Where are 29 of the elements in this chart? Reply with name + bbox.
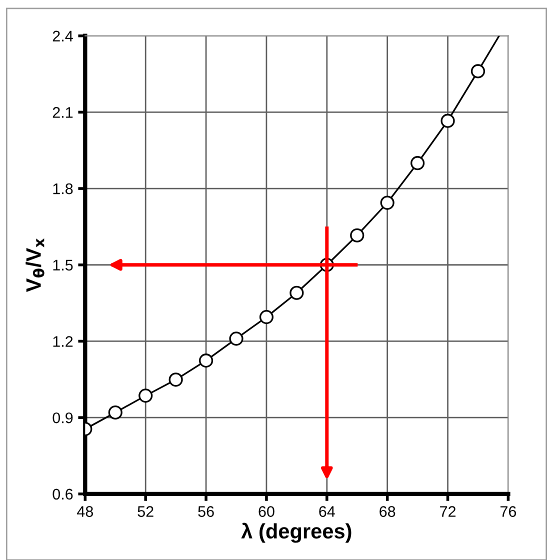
x-tick-label: 76 [500,506,516,517]
x-tick-label: 68 [380,506,396,517]
point [380,196,394,210]
point [138,388,153,403]
x-tick-label: 72 [440,506,456,517]
point [259,310,274,324]
point [350,228,364,242]
point [410,156,425,170]
point [168,372,183,387]
point [440,114,455,128]
x-tick-label: 48 [77,506,93,517]
point [229,332,244,346]
point [108,405,122,420]
x-axis-title: λ (degrees) [241,522,352,543]
point [470,64,486,78]
point [290,286,304,300]
x-tick-label: 56 [198,506,214,517]
x-tick-label: 52 [138,506,154,517]
y-tick-label: 0.9 [52,412,73,424]
y-tick-label: 0.6 [52,488,73,500]
y-tick-label: 2.4 [52,30,73,42]
x-tick-label: 60 [258,506,274,517]
y-tick-label: 1.2 [53,336,73,347]
y-axis-title: V$_{θ}$/V$_{x}$ [26,238,44,292]
y-tick-label: 1.5 [53,260,73,271]
point [198,354,214,368]
y-tick-label: 1.8 [53,183,73,194]
y-tick-label: 2.1 [52,107,73,118]
x-tick-label: 64 [319,506,335,517]
